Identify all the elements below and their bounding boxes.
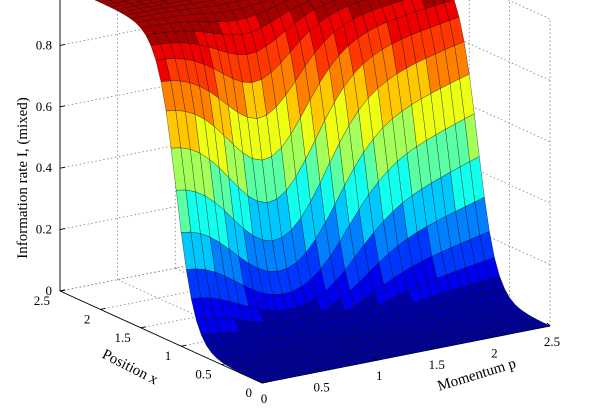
y-tick-mark xyxy=(373,356,378,361)
x-tick-mark xyxy=(181,344,187,347)
z-tick-label: 0 xyxy=(46,283,53,298)
x-tick-label: 2.5 xyxy=(34,293,50,308)
y-tick-mark xyxy=(258,379,263,384)
y-tick-label: 2.5 xyxy=(544,334,560,349)
y-axis-label: Momentum p xyxy=(436,356,518,395)
y-tick-mark xyxy=(316,368,320,372)
z-tick-mark xyxy=(59,43,66,46)
z-tick-label: 0.6 xyxy=(36,99,53,114)
x-tick-label: 1.5 xyxy=(115,330,131,345)
z-tick-mark xyxy=(59,105,66,108)
x-axis-label: Position x xyxy=(99,347,161,389)
y-tick-label: 1.5 xyxy=(429,357,445,372)
grid-line xyxy=(59,0,292,46)
x-tick-mark xyxy=(221,363,227,366)
x-axis-line xyxy=(59,290,263,384)
surface-mesh xyxy=(94,0,551,384)
z-tick-mark xyxy=(59,228,66,231)
y-tick-mark xyxy=(546,322,551,327)
x-tick-mark xyxy=(100,307,106,310)
tick-labels: 00.20.40.60.8100.511.522.500.511.522.5 xyxy=(34,37,560,406)
y-tick-label: 0 xyxy=(261,391,268,406)
x-tick-mark xyxy=(140,326,146,329)
x-tick-mark xyxy=(261,381,268,384)
z-tick-mark xyxy=(59,166,66,169)
z-axis-label: Information rate I, (mixed) xyxy=(15,97,31,259)
y-tick-label: 0.5 xyxy=(313,380,329,395)
y-tick-mark xyxy=(489,334,493,338)
z-tick-label: 0.8 xyxy=(36,37,52,52)
x-tick-label: 1 xyxy=(165,348,172,363)
x-tick-label: 0 xyxy=(246,385,253,400)
x-tick-label: 2 xyxy=(84,311,91,326)
y-tick-label: 1 xyxy=(376,368,383,383)
y-tick-label: 2 xyxy=(491,345,498,360)
x-tick-label: 0.5 xyxy=(195,367,211,382)
y-tick-mark xyxy=(431,345,436,350)
z-tick-label: 0.2 xyxy=(36,222,52,237)
z-tick-label: 0.4 xyxy=(36,160,53,175)
x-tick-mark xyxy=(59,289,66,292)
grid-line xyxy=(507,0,551,20)
